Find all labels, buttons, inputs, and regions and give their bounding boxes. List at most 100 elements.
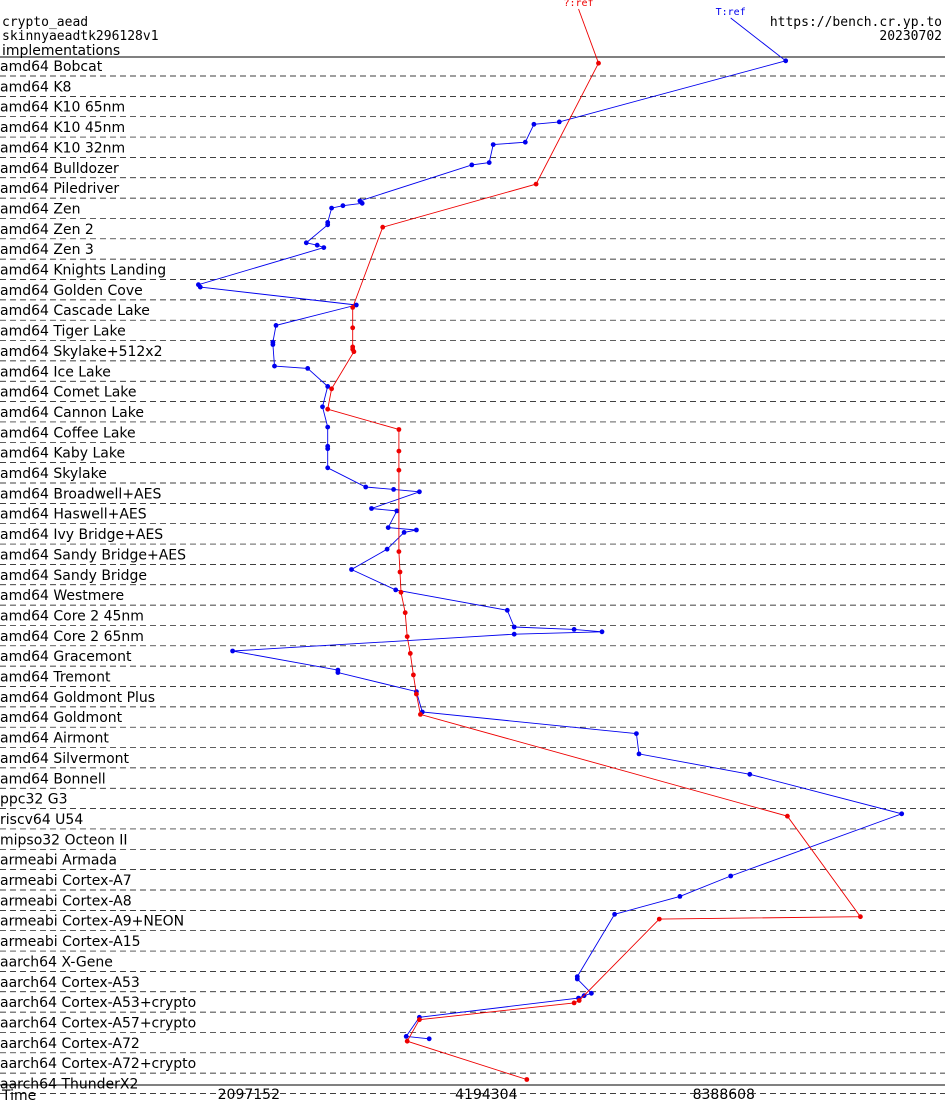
data-point — [363, 484, 369, 490]
data-point — [426, 1036, 432, 1042]
data-point — [350, 305, 356, 310]
data-point — [335, 670, 341, 675]
data-point — [321, 245, 327, 251]
row-label: amd64 Core 2 65nm — [0, 629, 144, 645]
row-label: amd64 Tremont — [0, 670, 111, 686]
row-label: amd64 Golden Cove — [0, 283, 143, 299]
data-point — [486, 160, 492, 166]
legend-label: ?:ref — [563, 0, 593, 9]
data-point — [411, 672, 416, 678]
data-point — [556, 119, 562, 125]
row-label: amd64 Broadwell+AES — [0, 486, 161, 502]
x-tick-label: 2097152 — [218, 1087, 280, 1103]
legend: T:ref ?:ref — [563, 0, 786, 64]
data-point — [612, 911, 617, 917]
data-point — [414, 691, 419, 697]
row-label: armeabi Cortex-A7 — [0, 873, 132, 889]
data-point — [490, 142, 496, 148]
data-point — [325, 446, 331, 452]
data-point — [589, 990, 594, 996]
data-point — [404, 634, 410, 639]
data-point — [329, 205, 334, 211]
data-point — [404, 1038, 410, 1044]
row-label: aarch64 Cortex-A53 — [0, 975, 140, 991]
x-axis-label: Time — [1, 1088, 36, 1103]
row-label: amd64 Airmont — [0, 731, 109, 747]
legend-leader — [730, 17, 786, 62]
data-point — [599, 629, 605, 635]
data-point — [396, 427, 402, 432]
data-point — [634, 731, 639, 736]
row-label: armeabi Armada — [0, 853, 117, 869]
row-label: amd64 Zen 3 — [0, 242, 94, 258]
row-label: aarch64 Cortex-A53+crypto — [0, 995, 196, 1011]
row-label: armeabi Cortex-A8 — [0, 893, 132, 909]
row-label: amd64 Haswell+AES — [0, 507, 147, 523]
data-point — [396, 448, 402, 454]
data-point — [350, 325, 356, 331]
data-point — [320, 404, 325, 410]
data-point — [511, 631, 517, 637]
row-label: amd64 Zen 2 — [0, 222, 94, 238]
data-point — [391, 487, 396, 492]
primitive-label: crypto_aead — [2, 15, 88, 30]
x-tick-label: 8388608 — [693, 1087, 755, 1103]
series-line — [197, 60, 904, 1040]
data-point — [417, 1017, 422, 1023]
row-label: mipso32 Octeon II — [0, 832, 128, 848]
data-point — [270, 342, 276, 347]
row-label: amd64 Gracemont — [0, 649, 132, 665]
data-point — [359, 200, 365, 206]
data-point — [397, 569, 403, 575]
data-point — [369, 506, 374, 511]
row-label: amd64 Skylake+512x2 — [0, 344, 162, 360]
data-point — [469, 162, 475, 168]
data-point — [785, 813, 790, 819]
row-label: amd64 Core 2 45nm — [0, 608, 144, 624]
data-point — [401, 530, 407, 535]
data-point — [230, 648, 236, 654]
row-label: amd64 Sandy Bridge — [0, 568, 147, 584]
data-point — [636, 751, 642, 757]
row-label: amd64 Cannon Lake — [0, 405, 144, 421]
row-label: armeabi Cortex-A9+NEON — [0, 914, 184, 930]
data-point — [303, 240, 309, 246]
data-point — [325, 465, 331, 471]
section-label: implementations — [2, 43, 120, 59]
data-point — [407, 651, 413, 656]
data-point — [273, 323, 279, 328]
row-label: riscv64 U54 — [0, 812, 83, 828]
data-point — [353, 302, 359, 308]
data-point — [325, 424, 331, 430]
data-point — [656, 916, 662, 922]
data-point — [414, 527, 419, 533]
row-label: amd64 K10 65nm — [0, 100, 125, 116]
date-label: 20230702 — [879, 29, 942, 44]
data-point — [576, 998, 582, 1003]
x-axis-ticks: 2097152 4194304 8388608 — [218, 1087, 755, 1103]
row-label: amd64 Ice Lake — [0, 364, 111, 380]
data-point — [899, 811, 905, 817]
data-point — [533, 181, 539, 187]
legend-leader — [578, 8, 599, 64]
row-label: amd64 Zen — [0, 201, 80, 217]
data-point — [272, 363, 277, 369]
data-point — [531, 121, 537, 127]
data-point — [396, 549, 402, 554]
row-label: amd64 Skylake — [0, 466, 107, 482]
row-label: amd64 Kaby Lake — [0, 446, 125, 462]
row-label: amd64 K10 45nm — [0, 120, 125, 136]
row-label: amd64 Westmere — [0, 588, 124, 604]
row-label: amd64 Knights Landing — [0, 263, 166, 279]
data-point — [858, 914, 863, 920]
row-label: amd64 Bonnell — [0, 771, 106, 787]
series-layer — [196, 58, 905, 1082]
data-point — [197, 284, 203, 290]
data-point — [418, 712, 423, 717]
row-label: aarch64 Cortex-A72+crypto — [0, 1056, 196, 1072]
data-point — [351, 349, 357, 355]
data-point — [396, 467, 402, 473]
row-label: amd64 Sandy Bridge+AES — [0, 547, 186, 563]
row-label: amd64 Bulldozer — [0, 161, 119, 177]
